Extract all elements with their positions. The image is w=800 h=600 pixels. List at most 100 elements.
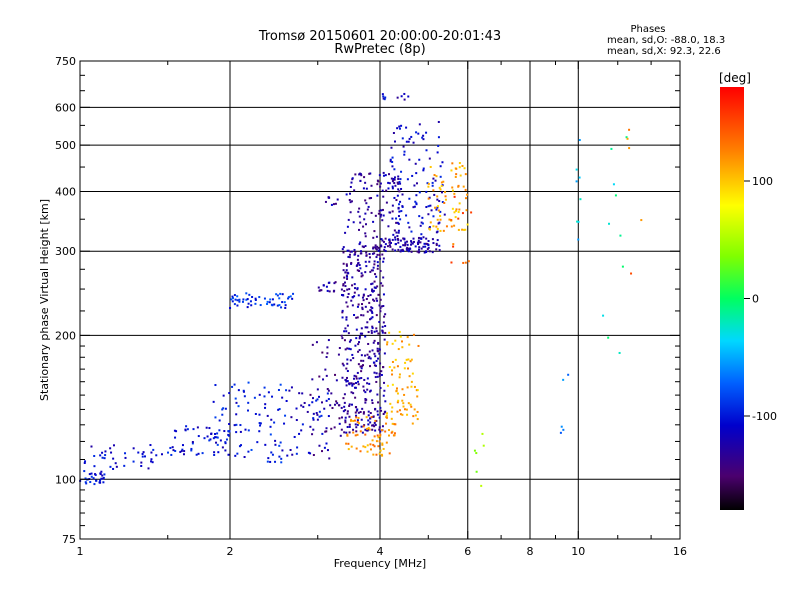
data-point — [398, 203, 401, 206]
data-point — [281, 301, 284, 304]
data-point — [152, 448, 155, 451]
data-point — [366, 326, 369, 329]
data-point — [167, 451, 170, 454]
data-point — [453, 192, 456, 195]
data-point — [345, 431, 348, 434]
data-point — [174, 450, 177, 453]
data-point — [358, 269, 361, 272]
data-point — [263, 386, 266, 389]
data-point — [338, 422, 341, 425]
data-point — [326, 388, 329, 391]
data-point — [425, 251, 428, 254]
data-point — [455, 173, 458, 176]
data-point — [243, 395, 246, 398]
data-point — [284, 414, 287, 417]
data-point — [364, 335, 367, 338]
data-point — [364, 271, 367, 274]
data-point — [352, 392, 355, 395]
data-point — [140, 461, 143, 464]
data-point — [411, 372, 414, 375]
data-point — [389, 158, 392, 161]
data-point — [381, 330, 384, 333]
data-point — [270, 451, 273, 454]
data-point — [301, 392, 304, 395]
data-point — [352, 221, 355, 224]
data-point — [395, 199, 398, 202]
data-point — [377, 212, 380, 215]
data-point — [390, 146, 393, 149]
data-point — [410, 405, 413, 408]
data-point — [311, 343, 314, 346]
data-point — [358, 215, 361, 218]
data-point — [415, 203, 418, 206]
data-point — [438, 221, 441, 224]
data-point — [374, 376, 377, 379]
data-point — [362, 294, 365, 297]
data-point — [382, 214, 385, 217]
data-point — [247, 381, 250, 384]
data-point — [367, 331, 370, 334]
data-point — [376, 264, 379, 267]
data-point — [425, 131, 428, 134]
data-point — [416, 250, 419, 253]
data-point — [364, 354, 367, 357]
data-point — [608, 222, 611, 225]
data-point — [379, 185, 382, 188]
data-point — [346, 358, 349, 361]
data-point — [393, 432, 396, 435]
data-point — [391, 180, 394, 183]
data-point — [377, 180, 380, 183]
data-point — [408, 137, 411, 140]
data-point — [346, 426, 349, 429]
data-point — [349, 211, 352, 214]
data-point — [322, 284, 325, 287]
data-point — [475, 452, 478, 455]
data-point — [394, 236, 397, 239]
data-point — [373, 330, 376, 333]
data-point — [337, 353, 340, 356]
data-point — [315, 412, 318, 415]
data-point — [372, 443, 375, 446]
data-point — [363, 378, 366, 381]
data-point — [377, 246, 380, 249]
data-point — [351, 177, 354, 180]
data-point — [420, 247, 423, 250]
data-point — [398, 210, 401, 213]
data-point — [466, 193, 469, 196]
y-tick-label: 100 — [55, 473, 76, 486]
data-point — [457, 185, 460, 188]
data-point — [418, 215, 421, 218]
data-point — [274, 443, 277, 446]
data-point — [143, 455, 146, 458]
data-point — [346, 296, 349, 299]
data-point — [334, 281, 337, 284]
data-point — [372, 220, 375, 223]
data-point — [309, 425, 312, 428]
data-point — [330, 427, 333, 430]
data-point — [373, 371, 376, 374]
data-point — [367, 423, 370, 426]
data-point — [101, 456, 104, 459]
data-point — [429, 221, 432, 224]
data-point — [381, 189, 384, 192]
data-point — [407, 250, 410, 253]
data-point — [374, 244, 377, 247]
data-point — [374, 286, 377, 289]
data-point — [432, 225, 435, 228]
data-point — [348, 256, 351, 259]
data-point — [397, 206, 400, 209]
x-tick-label: 16 — [673, 545, 687, 558]
data-point — [397, 229, 400, 232]
data-point — [395, 387, 398, 390]
data-point — [317, 286, 320, 289]
data-point — [201, 452, 204, 455]
data-point — [428, 250, 431, 253]
data-point — [406, 246, 409, 249]
chart-title: Tromsø 20150601 20:00:00-20:01:43 — [258, 29, 501, 44]
data-point — [345, 380, 348, 383]
data-point — [440, 185, 443, 188]
data-point — [360, 272, 363, 275]
data-point — [345, 269, 348, 272]
data-point — [360, 354, 363, 357]
